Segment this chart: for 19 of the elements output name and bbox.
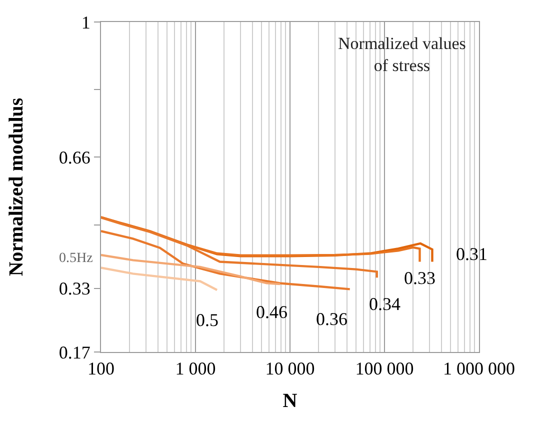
series-label: 0.5 bbox=[196, 310, 218, 330]
series-label: 0.33 bbox=[404, 268, 436, 288]
series-label: 0.46 bbox=[256, 302, 288, 322]
y-tick-label: 0.33 bbox=[58, 278, 90, 299]
x-tick-label: 100 bbox=[88, 358, 114, 379]
x-tick-label: 1 000 bbox=[175, 358, 216, 379]
x-tick-label: 100 000 bbox=[355, 358, 414, 379]
x-tick-label: 1 000 000 bbox=[443, 358, 515, 379]
y-tick-label: 0.66 bbox=[58, 147, 90, 168]
x-tick-label: 10 000 bbox=[265, 358, 315, 379]
y-tick-label: 0.17 bbox=[58, 342, 90, 362]
series-label: 0.34 bbox=[369, 294, 400, 314]
annotation: 0.5Hz bbox=[59, 251, 93, 266]
series-label: 0.36 bbox=[316, 309, 348, 329]
x-axis-title: N bbox=[282, 390, 298, 412]
annotation: Normalized values of stress bbox=[338, 34, 466, 76]
y-tick-label: 1 bbox=[81, 12, 90, 32]
y-axis-title: Normalized modulus bbox=[5, 98, 28, 276]
series-label: 0.31 bbox=[456, 244, 488, 264]
